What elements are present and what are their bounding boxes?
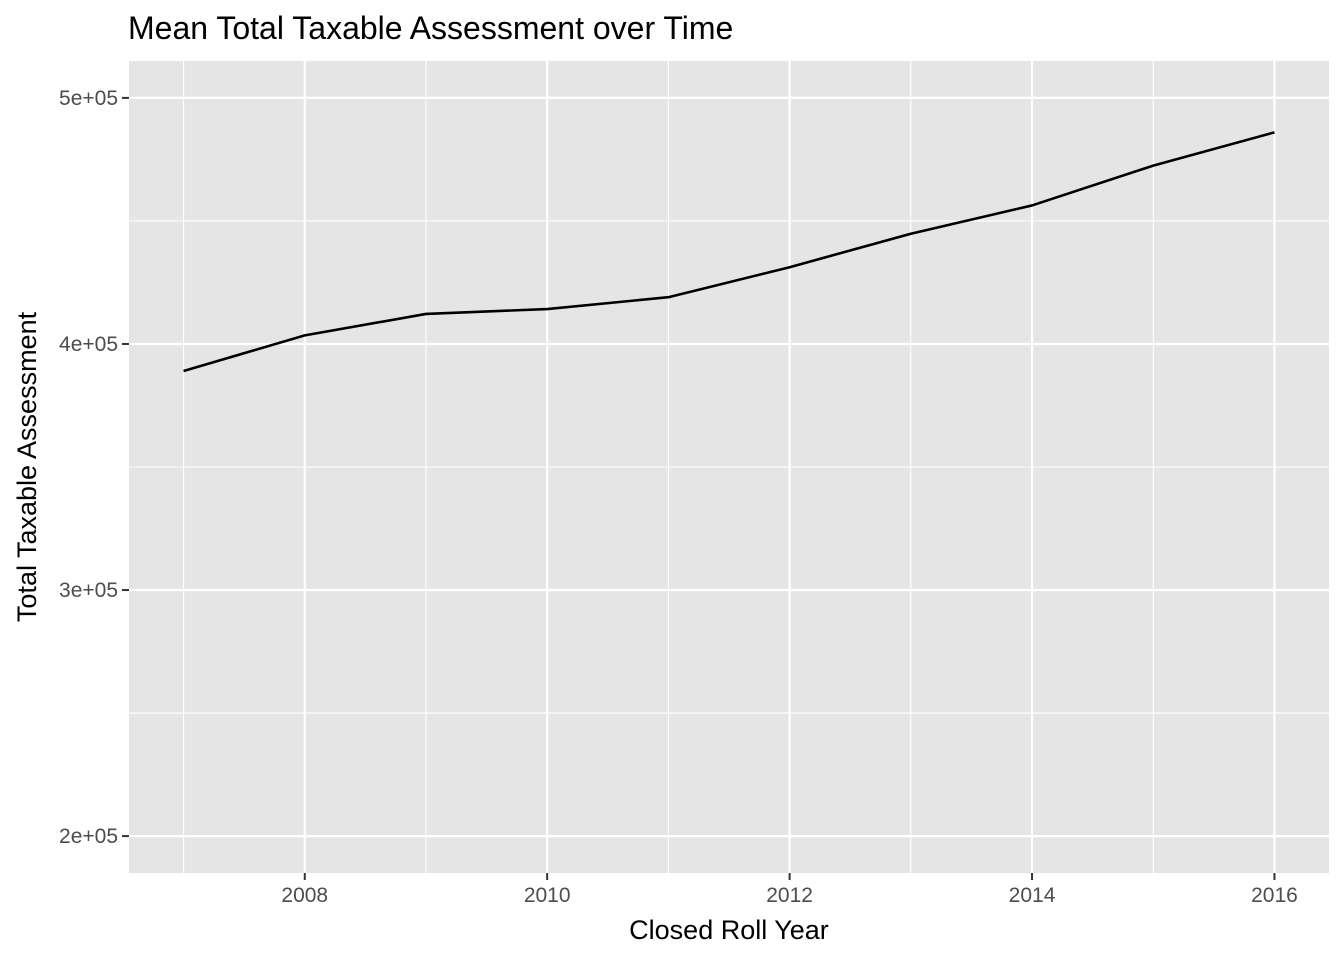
y-tick-label: 2e+05 — [59, 825, 118, 848]
x-tick-label: 2008 — [281, 884, 328, 907]
x-axis: 2008 2010 2012 2014 2016 — [281, 873, 1298, 907]
x-axis-title: Closed Roll Year — [629, 915, 829, 945]
chart-title: Mean Total Taxable Assessment over Time — [128, 10, 733, 46]
series-line — [183, 131, 1275, 373]
minor-gridlines — [129, 61, 1329, 873]
x-tick-label: 2012 — [766, 884, 813, 907]
x-tick-label: 2014 — [1009, 884, 1056, 907]
series-layer — [183, 131, 1275, 373]
y-tick-label: 4e+05 — [59, 333, 118, 356]
y-axis: 2e+05 3e+05 4e+05 5e+05 — [59, 87, 129, 848]
y-tick-label: 3e+05 — [59, 579, 118, 602]
y-tick-label: 5e+05 — [59, 87, 118, 110]
x-tick-label: 2010 — [524, 884, 571, 907]
y-axis-title: Total Taxable Assessment — [12, 311, 42, 622]
major-gridlines — [129, 61, 1329, 873]
x-tick-label: 2016 — [1251, 884, 1298, 907]
